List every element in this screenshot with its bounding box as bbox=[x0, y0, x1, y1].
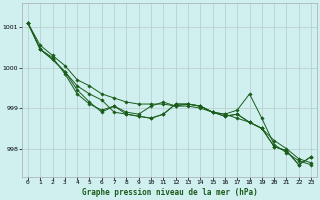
X-axis label: Graphe pression niveau de la mer (hPa): Graphe pression niveau de la mer (hPa) bbox=[82, 188, 257, 197]
